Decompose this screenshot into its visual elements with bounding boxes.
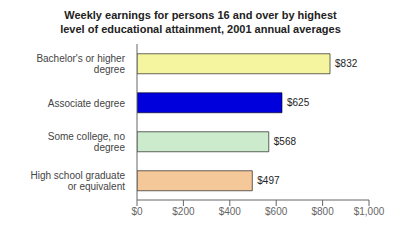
- svg-text:High school graduateor equival: High school graduateor equivalent: [30, 170, 125, 192]
- svg-text:$625: $625: [287, 97, 310, 108]
- svg-text:$568: $568: [274, 136, 297, 147]
- svg-text:$0: $0: [131, 206, 143, 217]
- svg-text:Associate degree: Associate degree: [48, 97, 126, 108]
- html-text:Weekly earnings for persons 16: Weekly earnings for persons 16 and over …: [64, 9, 337, 21]
- svg-text:$200: $200: [172, 206, 195, 217]
- svg-text:$497: $497: [257, 175, 280, 186]
- svg-text:$1,000: $1,000: [354, 206, 385, 217]
- svg-text:$400: $400: [219, 206, 242, 217]
- svg-text:$832: $832: [335, 58, 358, 69]
- svg-text:$800: $800: [311, 206, 334, 217]
- svg-text:$600: $600: [265, 206, 288, 217]
- svg-text:Some college, nodegree: Some college, nodegree: [48, 131, 126, 153]
- svg-text:Bachelor's or higherdegree: Bachelor's or higherdegree: [36, 53, 125, 75]
- html-text:level of educational attainmen: level of educational attainment, 2001 an…: [60, 23, 341, 35]
